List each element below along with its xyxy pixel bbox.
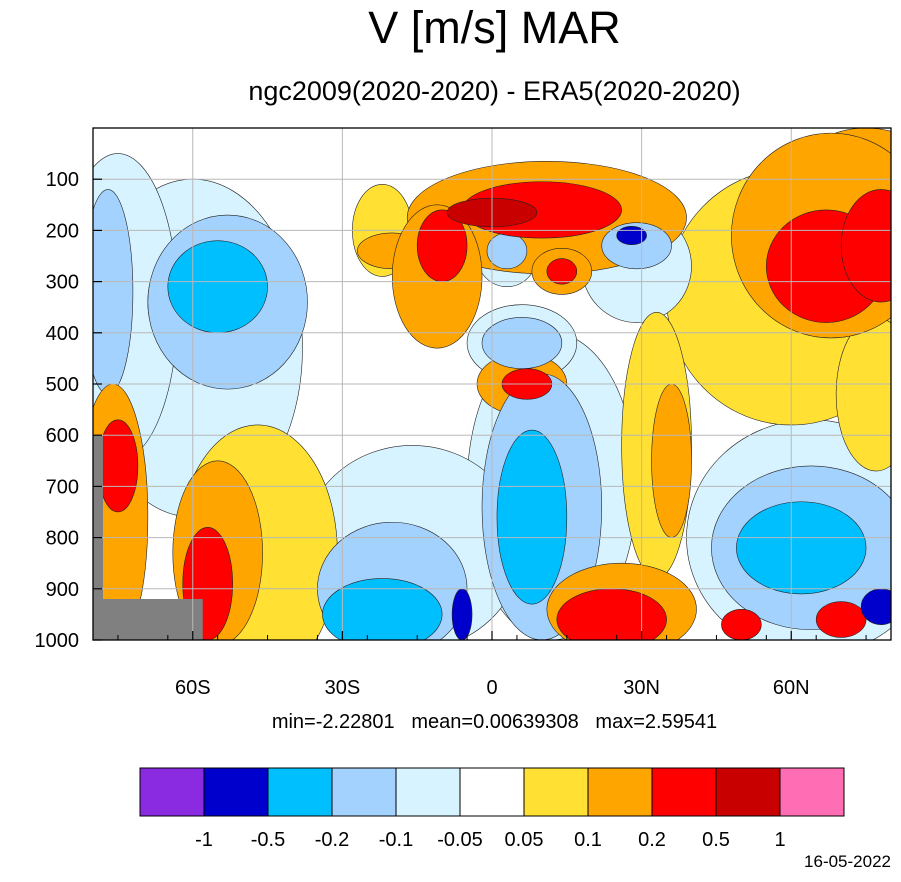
colorbar-label: 1 xyxy=(774,829,785,851)
contour-region xyxy=(97,419,139,513)
tick-label-x: 60N xyxy=(773,677,810,699)
colorbar-swatch xyxy=(651,767,717,817)
tick-label-y: 300 xyxy=(46,272,79,294)
colorbar-swatch xyxy=(587,767,653,817)
contour-region xyxy=(451,588,473,640)
stat-min: min=-2.22801 xyxy=(271,711,395,733)
tick-label-y: 500 xyxy=(46,374,79,396)
colorbar-label: -0.05 xyxy=(437,829,483,851)
tick-label-x: 30S xyxy=(325,677,361,699)
terrain-mask xyxy=(93,435,203,640)
contour-region xyxy=(486,232,528,270)
contour-region xyxy=(840,189,891,303)
stats-line: min=-2.22801 mean=0.00639308 max=2.59541 xyxy=(0,710,901,734)
contour-region xyxy=(651,383,692,538)
contour-region xyxy=(815,601,867,638)
contour-region xyxy=(721,608,762,640)
contour-region xyxy=(322,578,443,640)
colorbar-swatch xyxy=(715,767,781,817)
colorbar-label: -0.5 xyxy=(251,829,285,851)
colorbar: -1 -0.5 -0.2 -0.1 -0.05 0.05 0.1 0.2 0.5 1 xyxy=(139,767,845,851)
colorbar-label: 0.2 xyxy=(638,829,666,851)
colorbar-label: -0.2 xyxy=(315,829,349,851)
tick-label-y: 800 xyxy=(46,528,79,550)
colorbar-swatch xyxy=(267,767,333,817)
contour-region xyxy=(860,588,891,625)
contour-region xyxy=(736,501,867,595)
grid xyxy=(93,128,891,640)
tick-label-y: 100 xyxy=(46,169,79,191)
stat-max: max=2.59541 xyxy=(595,711,718,733)
colorbar-label: -1 xyxy=(195,829,213,851)
tick-label-y: 600 xyxy=(46,425,79,447)
tick-label-y: 700 xyxy=(46,476,79,498)
contour-region xyxy=(481,317,563,369)
colorbar-swatch xyxy=(203,767,269,817)
colorbar-label: -0.1 xyxy=(379,829,413,851)
colorbar-label: 0.1 xyxy=(574,829,602,851)
contour-region xyxy=(93,189,134,395)
tick-label-y: 900 xyxy=(46,579,79,601)
contour-region xyxy=(546,258,578,285)
colorbar-swatch xyxy=(331,767,397,817)
date-stamp: 16-05-2022 xyxy=(804,852,891,871)
contour-region xyxy=(496,429,568,605)
colorbar-swatch xyxy=(523,767,589,817)
axes: 60S 30S 0 30N 60N 100 200 300 400 500 600 700 800 900… xyxy=(35,127,892,699)
stat-mean: mean=0.00639308 xyxy=(411,711,579,733)
colorbar-swatch xyxy=(779,767,845,817)
tick-label-y: 200 xyxy=(46,220,79,242)
chart-subtitle: ngc2009(2020-2020) - ERA5(2020-2020) xyxy=(248,76,741,106)
contour-region xyxy=(167,240,268,334)
chart-title: V [m/s] MAR xyxy=(368,2,621,53)
contour-region xyxy=(556,588,667,640)
colorbar-swatch xyxy=(459,767,525,817)
plot-area xyxy=(93,128,891,640)
colorbar-swatch xyxy=(395,767,461,817)
colorbar-swatch xyxy=(139,767,205,817)
contour-region xyxy=(616,226,647,246)
tick-label-y: 1000 xyxy=(35,630,80,652)
tick-label-x: 30N xyxy=(623,677,660,699)
tick-label-x: 0 xyxy=(486,677,497,699)
colorbar-label: 0.05 xyxy=(505,829,544,851)
colorbar-label: 0.5 xyxy=(702,829,730,851)
tick-label-x: 60S xyxy=(175,677,211,699)
tick-label-y: 400 xyxy=(46,323,79,345)
